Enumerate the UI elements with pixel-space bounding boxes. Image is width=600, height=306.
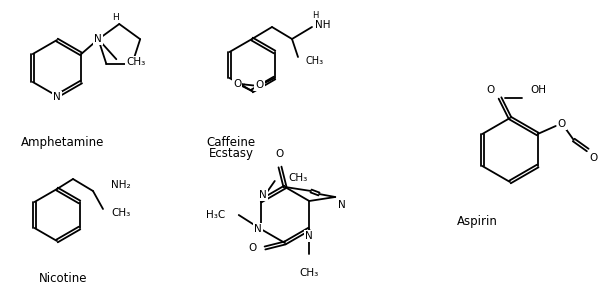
Text: O: O bbox=[249, 243, 257, 253]
Text: N: N bbox=[53, 92, 61, 102]
Text: CH₃: CH₃ bbox=[299, 268, 319, 278]
Text: Ecstasy: Ecstasy bbox=[209, 147, 254, 159]
Text: N: N bbox=[288, 174, 296, 184]
Text: CH₃: CH₃ bbox=[127, 57, 146, 67]
Text: CH₃: CH₃ bbox=[306, 56, 324, 66]
Text: O: O bbox=[590, 153, 598, 163]
Text: N: N bbox=[338, 200, 346, 210]
Text: O: O bbox=[233, 79, 241, 89]
Text: N: N bbox=[259, 190, 266, 200]
Text: Aspirin: Aspirin bbox=[457, 215, 497, 228]
Text: Caffeine: Caffeine bbox=[206, 136, 256, 149]
Text: O: O bbox=[487, 85, 495, 95]
Text: CH₃: CH₃ bbox=[111, 208, 130, 218]
Text: H₃C: H₃C bbox=[206, 210, 225, 220]
Text: OH: OH bbox=[530, 85, 546, 95]
Text: O: O bbox=[256, 80, 263, 90]
Text: NH₂: NH₂ bbox=[111, 180, 131, 190]
Text: NH: NH bbox=[315, 20, 331, 30]
Text: N: N bbox=[254, 224, 262, 234]
Text: O: O bbox=[557, 119, 566, 129]
Text: N: N bbox=[94, 34, 102, 44]
Text: H: H bbox=[312, 10, 318, 20]
Text: Amphetamine: Amphetamine bbox=[22, 136, 104, 149]
Text: CH₃: CH₃ bbox=[289, 173, 308, 183]
Text: Nicotine: Nicotine bbox=[39, 272, 87, 285]
Text: H: H bbox=[112, 13, 119, 23]
Text: O: O bbox=[276, 149, 284, 159]
Text: N: N bbox=[305, 231, 313, 241]
